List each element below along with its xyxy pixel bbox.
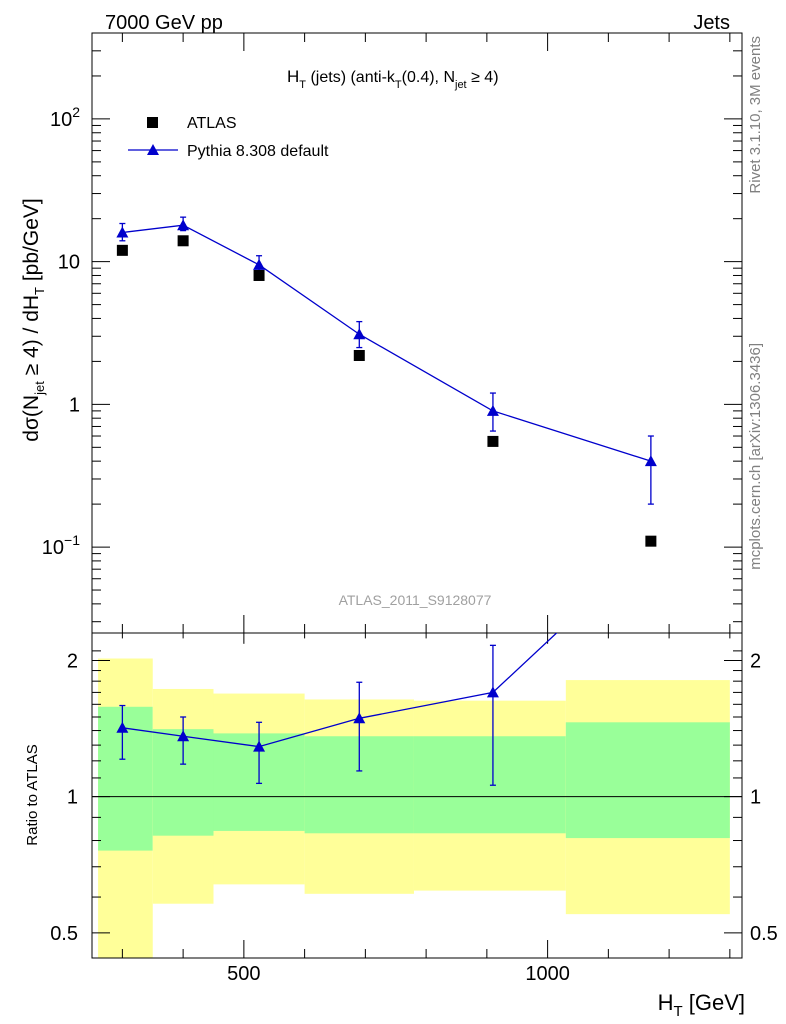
- atlas-point: [116, 244, 128, 256]
- xlabel-a: H: [658, 990, 674, 1015]
- band-inner-5: [565, 722, 730, 839]
- atlas-point: [645, 535, 657, 547]
- main-ytick-label-1: 10: [58, 252, 80, 274]
- chart-title: HT (jets) (anti-kT(0.4), Njet ≥ 4): [287, 67, 499, 91]
- header-right: Jets: [693, 12, 730, 34]
- analysis-watermark: ATLAS_2011_S9128077: [339, 592, 492, 608]
- main-ylabel: dσ(Njet ≥ 4) / dHT [pb/GeV]: [20, 198, 47, 441]
- ratio-ytick-label-right-0: 2: [750, 650, 761, 672]
- ratio-ytick-label-left-1: 1: [67, 787, 78, 809]
- tick-labels: 102 10 1 10−1 2 2 1 1 0.5 0.5 500 1000: [42, 104, 778, 985]
- ratio-ytick-label-right-1: 1: [750, 787, 761, 809]
- xtick-label-1: 1000: [525, 963, 570, 985]
- ratio-mc-point: [116, 721, 129, 733]
- mc-point: [644, 455, 657, 467]
- mcplots-label: mcplots.cern.ch [arXiv:1306.3436]: [747, 343, 764, 570]
- ratio-ytick-label-right-2: 0.5: [750, 923, 778, 945]
- main-ytick-label-0: 102: [50, 104, 80, 131]
- ratio-mc-point: [253, 740, 266, 752]
- legend-atlas-label: ATLAS: [187, 115, 237, 132]
- ratio-mc-point: [486, 686, 499, 698]
- ylabel-b: ≥ 4) / dH: [20, 295, 43, 381]
- legend-atlas-marker: [147, 117, 158, 128]
- legend-mc-label: Pythia 8.308 default: [187, 143, 329, 160]
- atlas-point: [487, 435, 499, 447]
- rivet-label: Rivet 3.1.10, 3M events: [747, 36, 764, 194]
- atlas-point: [353, 349, 365, 361]
- band-inner-4: [413, 736, 566, 834]
- title-end: ≥ 4): [467, 69, 499, 86]
- ratio-frame: [91, 632, 743, 959]
- xlabel-a-sub: T: [673, 1003, 682, 1020]
- ratio-ytick-label-left-2: 0.5: [50, 923, 78, 945]
- legend-mc-marker: [147, 144, 159, 155]
- ylabel-a: dσ(N: [20, 395, 43, 442]
- title-h: H: [287, 67, 299, 86]
- ratio-ylabel: Ratio to ATLAS: [24, 744, 41, 845]
- atlas-point: [177, 235, 189, 247]
- ylabel-c: [pb/GeV]: [20, 198, 43, 287]
- mc-point: [486, 404, 499, 416]
- atlas-point: [253, 269, 265, 281]
- legend: ATLAS Pythia 8.308 default: [128, 115, 329, 160]
- header-left: 7000 GeV pp: [105, 12, 223, 34]
- xtick-label-0: 500: [227, 963, 260, 985]
- title-k-sub: T: [395, 79, 402, 91]
- ratio-mc-point: [177, 730, 190, 742]
- xlabel-b: [GeV]: [683, 990, 745, 1015]
- title-n-sub: jet: [454, 79, 467, 91]
- ratio-mc-line: [122, 633, 558, 748]
- ylabel-a-sub: jet: [32, 381, 47, 396]
- main-ytick-label-3: 10−1: [42, 532, 80, 559]
- main-ytick-label-2: 1: [69, 394, 80, 416]
- mc-point: [253, 258, 266, 270]
- main-data: [116, 216, 657, 547]
- title-h-sub: T: [299, 79, 306, 91]
- title-mid: (jets) (anti-k: [306, 69, 396, 86]
- ratio-bands: [98, 658, 730, 958]
- mc-line: [122, 224, 652, 462]
- ratio-data: [116, 633, 558, 786]
- title-mid2: (0.4), N: [402, 69, 455, 86]
- mc-point: [353, 328, 366, 340]
- ylabel-b-sub: T: [32, 287, 47, 295]
- mc-point: [177, 219, 190, 231]
- mc-point: [116, 226, 129, 238]
- ratio-mc-point: [353, 712, 366, 724]
- xlabel: HT [GeV]: [658, 990, 745, 1020]
- ratio-ytick-label-left-0: 2: [67, 650, 78, 672]
